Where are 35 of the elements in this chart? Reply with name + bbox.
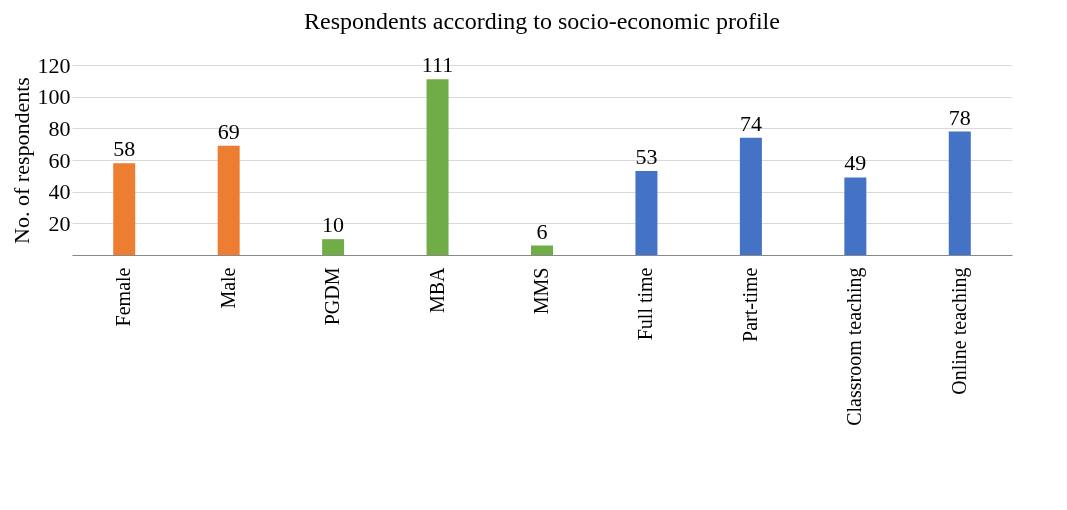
x-tick-label: Classroom teaching xyxy=(843,267,867,426)
data-label: 58 xyxy=(113,136,136,162)
y-tick-label: 80 xyxy=(48,115,71,141)
x-tick-label: Male xyxy=(216,267,239,309)
x-tick-label: Part-time xyxy=(738,267,761,342)
data-label: 49 xyxy=(844,150,867,176)
bar xyxy=(322,239,345,255)
y-tick-label: 100 xyxy=(37,84,71,110)
bar xyxy=(531,245,553,255)
chart-title: Respondents according to socio-economic profile xyxy=(304,8,780,34)
y-tick-label: 20 xyxy=(48,210,71,236)
y-axis-title: No. of respondents xyxy=(8,77,34,244)
bar xyxy=(426,79,449,255)
y-tick-label: 60 xyxy=(48,147,71,173)
data-label: 111 xyxy=(421,52,454,78)
bar xyxy=(635,171,658,255)
x-tick-label: Online teaching xyxy=(947,267,971,395)
x-tick-label: Full time xyxy=(634,267,657,341)
bar xyxy=(844,177,867,255)
data-label: 78 xyxy=(948,104,971,130)
data-label: 74 xyxy=(739,110,762,136)
bar xyxy=(113,163,136,255)
data-label: 6 xyxy=(536,218,548,244)
data-label: 69 xyxy=(217,118,240,144)
x-tick-label: PGDM xyxy=(321,267,344,326)
y-tick-label: 40 xyxy=(48,179,71,205)
x-tick-label: MMS xyxy=(530,267,552,315)
data-label: 53 xyxy=(635,144,658,170)
x-tick-label: Female xyxy=(112,267,135,327)
bar xyxy=(217,145,240,255)
x-tick-label: MBA xyxy=(425,266,448,314)
y-tick-label: 120 xyxy=(37,52,71,78)
bar xyxy=(739,137,762,255)
bar xyxy=(948,131,971,255)
data-label: 10 xyxy=(322,212,345,238)
